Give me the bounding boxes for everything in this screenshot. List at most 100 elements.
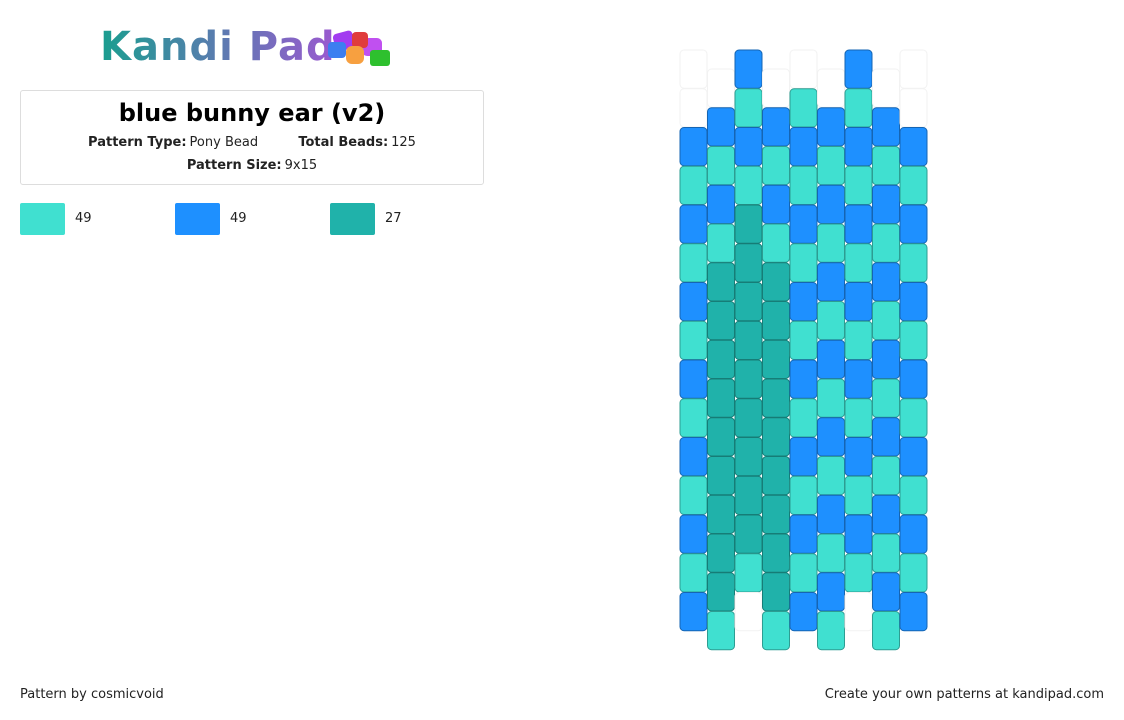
info-box: blue bunny ear (v2) Pattern Type: Pony Be… bbox=[20, 90, 484, 185]
label: Pattern Size: bbox=[186, 158, 282, 173]
bead bbox=[734, 204, 763, 244]
bead bbox=[679, 320, 708, 360]
footer-promo[interactable]: Create your own patterns at kandipad.com bbox=[824, 687, 1104, 702]
bead bbox=[872, 533, 900, 573]
bead bbox=[844, 553, 873, 593]
bead bbox=[872, 301, 900, 341]
empty-bead bbox=[899, 49, 928, 89]
bead bbox=[762, 184, 790, 224]
bead bbox=[899, 127, 928, 167]
bead bbox=[899, 553, 928, 593]
empty-bead bbox=[789, 49, 818, 89]
bead bbox=[872, 262, 900, 302]
bead bbox=[734, 49, 763, 89]
bead bbox=[734, 88, 763, 128]
bead bbox=[844, 49, 873, 89]
bead bbox=[817, 223, 845, 263]
bead bbox=[844, 398, 873, 438]
bead bbox=[679, 398, 708, 438]
bead bbox=[899, 359, 928, 399]
empty-bead bbox=[872, 68, 900, 108]
bead bbox=[844, 204, 873, 244]
bead bbox=[844, 88, 873, 128]
bead bbox=[899, 204, 928, 244]
swatch-count: 27 bbox=[385, 211, 402, 226]
empty-bead bbox=[707, 68, 735, 108]
bead bbox=[789, 243, 818, 283]
empty-bead bbox=[762, 68, 790, 108]
swatch bbox=[175, 203, 220, 235]
bead bbox=[872, 184, 900, 224]
bead bbox=[679, 514, 708, 554]
bead bbox=[789, 282, 818, 322]
bead bbox=[679, 165, 708, 205]
empty-bead bbox=[679, 88, 708, 128]
bead bbox=[762, 572, 790, 612]
empty-bead bbox=[899, 88, 928, 128]
empty-bead bbox=[844, 592, 873, 632]
info-row: Pattern Type: Pony Bead Total Beads: 125 bbox=[21, 135, 483, 150]
info-row: Pattern Size: 9x15 bbox=[21, 158, 483, 173]
bead bbox=[762, 223, 790, 263]
label: Total Beads: bbox=[298, 135, 389, 150]
value: 9x15 bbox=[284, 158, 318, 173]
bead bbox=[817, 533, 845, 573]
bead bbox=[707, 494, 735, 534]
bead bbox=[734, 553, 763, 593]
bead bbox=[707, 572, 735, 612]
bead bbox=[679, 204, 708, 244]
bead bbox=[707, 339, 735, 379]
bead bbox=[817, 262, 845, 302]
bead bbox=[844, 243, 873, 283]
bead bbox=[679, 592, 708, 632]
bead bbox=[844, 437, 873, 477]
bead bbox=[844, 127, 873, 167]
logo[interactable]: Kandi Pad bbox=[100, 24, 336, 70]
label: Pattern Type: bbox=[88, 135, 187, 150]
bead bbox=[762, 611, 790, 651]
bead bbox=[872, 107, 900, 147]
bead bbox=[707, 223, 735, 263]
logo-beads bbox=[328, 30, 390, 66]
bead bbox=[844, 282, 873, 322]
bead bbox=[789, 204, 818, 244]
footer-author: Pattern by cosmicvoid bbox=[20, 687, 164, 702]
bead bbox=[707, 184, 735, 224]
bead bbox=[817, 572, 845, 612]
value: Pony Bead bbox=[189, 135, 259, 150]
bead bbox=[872, 572, 900, 612]
swatch-count: 49 bbox=[75, 211, 92, 226]
bead bbox=[679, 282, 708, 322]
bead bbox=[789, 127, 818, 167]
bead bbox=[762, 301, 790, 341]
empty-bead bbox=[734, 592, 763, 632]
bead bbox=[734, 243, 763, 283]
bead bbox=[872, 378, 900, 418]
bead bbox=[679, 437, 708, 477]
bead bbox=[679, 127, 708, 167]
bead bbox=[899, 398, 928, 438]
bead bbox=[817, 339, 845, 379]
swatch bbox=[20, 203, 65, 235]
bead bbox=[844, 320, 873, 360]
empty-bead bbox=[679, 49, 708, 89]
bead bbox=[707, 456, 735, 496]
bead bbox=[817, 417, 845, 457]
bead bbox=[899, 165, 928, 205]
bead bbox=[762, 146, 790, 186]
bead bbox=[817, 146, 845, 186]
bead bbox=[872, 456, 900, 496]
bead bbox=[734, 127, 763, 167]
bead bbox=[817, 378, 845, 418]
bead bbox=[872, 146, 900, 186]
bead bbox=[762, 533, 790, 573]
bead bbox=[844, 359, 873, 399]
bead bbox=[789, 320, 818, 360]
bead bbox=[762, 494, 790, 534]
bead bbox=[872, 339, 900, 379]
bead bbox=[817, 184, 845, 224]
bead bbox=[844, 475, 873, 515]
bead bbox=[762, 107, 790, 147]
bead bbox=[734, 514, 763, 554]
